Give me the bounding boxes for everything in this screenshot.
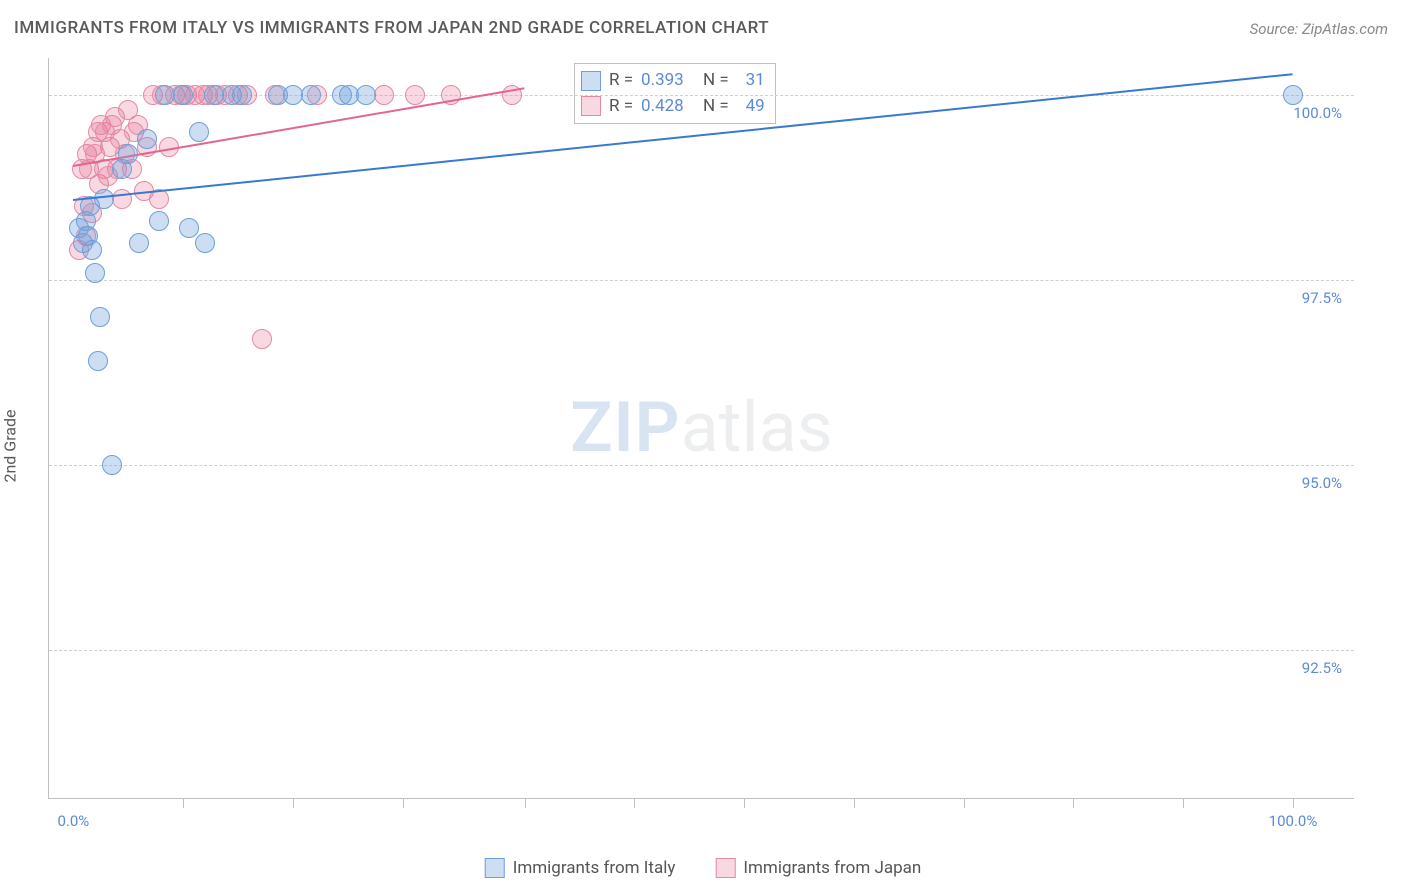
xtick [1293, 798, 1294, 808]
point-italy [189, 122, 209, 142]
legend-item-japan: Immigrants from Japan [715, 858, 921, 878]
point-italy [137, 129, 157, 149]
legend-swatch-italy [485, 858, 505, 878]
point-italy [85, 263, 105, 283]
swatch-italy [581, 71, 601, 91]
stat-n-val: 49 [737, 94, 765, 120]
point-japan [252, 329, 272, 349]
watermark: ZIPatlas [570, 387, 833, 469]
source-name: ZipAtlas.com [1302, 20, 1388, 38]
legend-label: Immigrants from Italy [513, 858, 676, 878]
stat-r-val: 0.393 [641, 68, 695, 94]
legend-item-italy: Immigrants from Italy [485, 858, 676, 878]
xtick [634, 798, 635, 808]
point-japan [374, 85, 394, 105]
xtick [964, 798, 965, 808]
stat-r-val: 0.428 [641, 94, 695, 120]
stat-r-label: R = [609, 68, 633, 94]
gridline-h [49, 465, 1354, 466]
plot-area: ZIPatlas R = 0.393 N = 31 R = 0.428 N = 49 100.… [48, 58, 1354, 799]
point-italy [283, 85, 303, 105]
xtick [183, 798, 184, 808]
ytick-label: 97.5% [1302, 289, 1342, 307]
xtick [403, 798, 404, 808]
xtick [1073, 798, 1074, 808]
point-italy [90, 307, 110, 327]
ytick-label: 95.0% [1302, 474, 1342, 492]
point-italy [173, 85, 193, 105]
point-italy [204, 85, 224, 105]
swatch-japan [581, 96, 601, 116]
chart-source: Source: ZipAtlas.com [1250, 20, 1388, 38]
source-label: Source: [1250, 20, 1299, 38]
chart-title: IMMIGRANTS FROM ITALY VS IMMIGRANTS FROM… [14, 18, 769, 38]
stat-r-label: R = [609, 94, 633, 120]
stat-n-label: N = [703, 68, 729, 94]
xtick-label: 100.0% [1269, 812, 1318, 830]
point-italy [232, 85, 252, 105]
point-italy [149, 211, 169, 231]
point-italy [88, 351, 108, 371]
point-italy [1283, 85, 1303, 105]
legend-label: Immigrants from Japan [743, 858, 921, 878]
point-italy [179, 218, 199, 238]
gridline-h [49, 280, 1354, 281]
point-italy [195, 233, 215, 253]
watermark-atlas: atlas [681, 387, 833, 469]
xtick [293, 798, 294, 808]
stats-row-japan: R = 0.428 N = 49 [581, 94, 765, 120]
point-italy [356, 85, 376, 105]
stat-n-val: 31 [737, 68, 765, 94]
legend-swatch-japan [715, 858, 735, 878]
xtick [1183, 798, 1184, 808]
point-italy [82, 240, 102, 260]
point-italy [94, 189, 114, 209]
point-italy [155, 85, 175, 105]
point-japan [405, 85, 425, 105]
chart-root: IMMIGRANTS FROM ITALY VS IMMIGRANTS FROM… [0, 0, 1406, 892]
yaxis-title: 2nd Grade [1, 409, 20, 482]
stat-n-label: N = [703, 94, 729, 120]
watermark-zip: ZIP [570, 387, 680, 469]
point-italy [102, 455, 122, 475]
point-italy [118, 144, 138, 164]
ytick-label: 100.0% [1293, 104, 1342, 122]
point-italy [301, 85, 321, 105]
xtick [854, 798, 855, 808]
xtick-label: 0.0% [57, 812, 89, 830]
ytick-label: 92.5% [1302, 659, 1342, 677]
stats-box: R = 0.393 N = 31 R = 0.428 N = 49 [574, 63, 776, 124]
stats-row-italy: R = 0.393 N = 31 [581, 68, 765, 94]
point-japan [112, 189, 132, 209]
xtick [525, 798, 526, 808]
legend: Immigrants from Italy Immigrants from Jap… [485, 858, 922, 878]
gridline-h [49, 650, 1354, 651]
point-italy [129, 233, 149, 253]
xtick [744, 798, 745, 808]
